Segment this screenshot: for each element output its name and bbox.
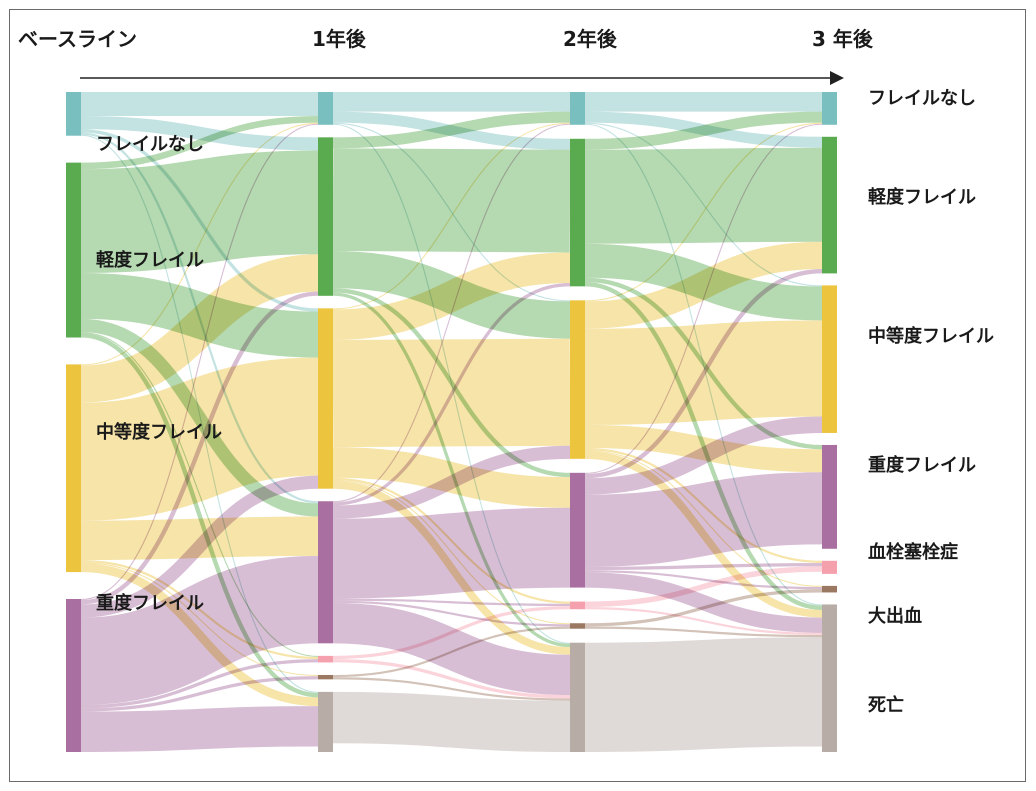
node-col0-none — [66, 92, 81, 136]
flow-1-severe-to-vte — [332, 598, 571, 606]
header-year3: 3 年後 — [812, 27, 874, 51]
flow-0-moderate-to-none — [80, 122, 319, 366]
year3-label-moderate: 中等度フレイル — [868, 325, 994, 347]
year3-label-vte: 血栓塞栓症 — [868, 541, 958, 563]
flow-2-vte-to-death — [584, 607, 823, 636]
flow-0-severe-to-moderate — [80, 475, 319, 618]
node-col2-moderate — [570, 300, 585, 459]
flow-2-severe-to-moderate — [584, 416, 823, 495]
flow-0-moderate-to-moderate — [79, 357, 320, 521]
year3-label-severe: 重度フレイル — [868, 454, 976, 476]
flow-2-bleed-to-death — [584, 626, 823, 638]
baseline-label-mild: 軽度フレイル — [96, 249, 204, 271]
flow-1-moderate-to-mild — [332, 252, 571, 341]
node-col0-moderate — [66, 364, 81, 573]
node-col3-mild — [822, 136, 837, 274]
node-col0-severe — [66, 598, 81, 752]
flow-layer — [79, 91, 823, 753]
flow-0-mild-to-none — [80, 116, 319, 170]
node-col0-mild — [66, 162, 81, 338]
flow-1-severe-to-none — [332, 123, 571, 503]
flow-2-severe-to-bleed — [584, 570, 823, 590]
node-col3-moderate — [822, 285, 837, 433]
flow-2-moderate-to-mild — [584, 241, 823, 329]
node-col1-severe — [318, 501, 333, 644]
flow-1-severe-to-death — [332, 602, 571, 696]
flow-0-severe-to-mild — [80, 291, 319, 605]
baseline-label-moderate: 中等度フレイル — [96, 421, 222, 443]
flow-2-severe-to-severe — [584, 472, 823, 567]
node-col1-bleed — [318, 674, 333, 680]
year3-label-mild: 軽度フレイル — [868, 186, 976, 208]
year3-label-death: 死亡 — [868, 694, 904, 716]
timeline-arrow — [80, 71, 844, 85]
baseline-label-severe: 重度フレイル — [96, 592, 204, 614]
flow-1-vte-to-vte — [332, 605, 571, 660]
node-col1-mild — [318, 137, 333, 296]
flow-1-severe-to-severe — [332, 507, 571, 599]
flow-0-severe-to-vte — [80, 659, 319, 709]
flow-2-severe-to-none — [584, 123, 823, 474]
flow-2-vte-to-vte — [584, 566, 823, 608]
node-col2-vte — [570, 601, 585, 610]
node-labels: フレイルなし 軽度フレイル 中等度フレイル 重度フレイル フレイルなし 軽度フレ… — [96, 88, 994, 716]
header-year2: 2年後 — [563, 27, 618, 51]
node-col1-death — [318, 691, 333, 752]
flow-1-severe-to-mild — [332, 283, 571, 506]
flow-0-severe-to-bleed — [80, 676, 319, 712]
node-col2-bleed — [570, 623, 585, 629]
flow-1-mild-to-mild — [332, 148, 571, 253]
node-col3-severe — [822, 444, 837, 549]
year3-label-none: フレイルなし — [868, 88, 976, 109]
flow-1-bleed-to-bleed — [332, 626, 571, 678]
flow-0-severe-to-none — [80, 123, 319, 601]
node-col1-none — [318, 92, 333, 125]
flow-1-severe-to-bleed — [332, 600, 571, 627]
flow-1-vte-to-death — [332, 659, 571, 699]
node-col2-none — [570, 92, 585, 125]
node-col3-none — [822, 92, 837, 125]
baseline-label-none: フレイルなし — [96, 134, 204, 155]
flow-2-severe-to-mild — [584, 269, 823, 479]
flow-2-mild-to-mild — [584, 147, 823, 244]
node-layer — [66, 92, 837, 752]
flow-0-severe-to-death — [80, 706, 319, 753]
flow-1-moderate-to-none — [332, 122, 571, 310]
node-col2-severe — [570, 472, 585, 588]
flow-1-death-to-death — [332, 691, 571, 752]
flow-0-moderate-to-mild — [80, 254, 319, 403]
flow-1-severe-to-moderate — [332, 445, 571, 519]
figure-frame — [9, 9, 1026, 782]
flow-2-moderate-to-none — [584, 122, 823, 302]
node-col1-moderate — [318, 308, 333, 489]
flow-1-mild-to-none — [332, 111, 571, 149]
node-col2-mild — [570, 138, 585, 287]
header-baseline: ベースライン — [18, 27, 137, 51]
flow-2-death-to-death — [584, 637, 823, 752]
flow-2-severe-to-death — [584, 572, 823, 633]
year3-label-bleed: 大出血 — [868, 605, 922, 627]
flow-0-mild-to-mild — [80, 150, 319, 274]
header-year1: 1年後 — [312, 27, 367, 51]
node-col1-vte — [318, 655, 333, 663]
flow-1-bleed-to-death — [332, 677, 571, 701]
node-col3-vte — [822, 560, 837, 574]
flow-0-severe-to-severe — [80, 555, 319, 706]
node-col2-death — [570, 642, 585, 752]
flow-2-severe-to-vte — [584, 562, 823, 571]
node-col3-death — [822, 604, 837, 752]
flow-2-mild-to-none — [584, 111, 823, 150]
flow-0-mild-to-death — [80, 333, 319, 698]
node-col3-bleed — [822, 585, 837, 593]
flow-0-none-to-mild — [80, 116, 319, 151]
flow-2-bleed-to-bleed — [584, 589, 823, 627]
